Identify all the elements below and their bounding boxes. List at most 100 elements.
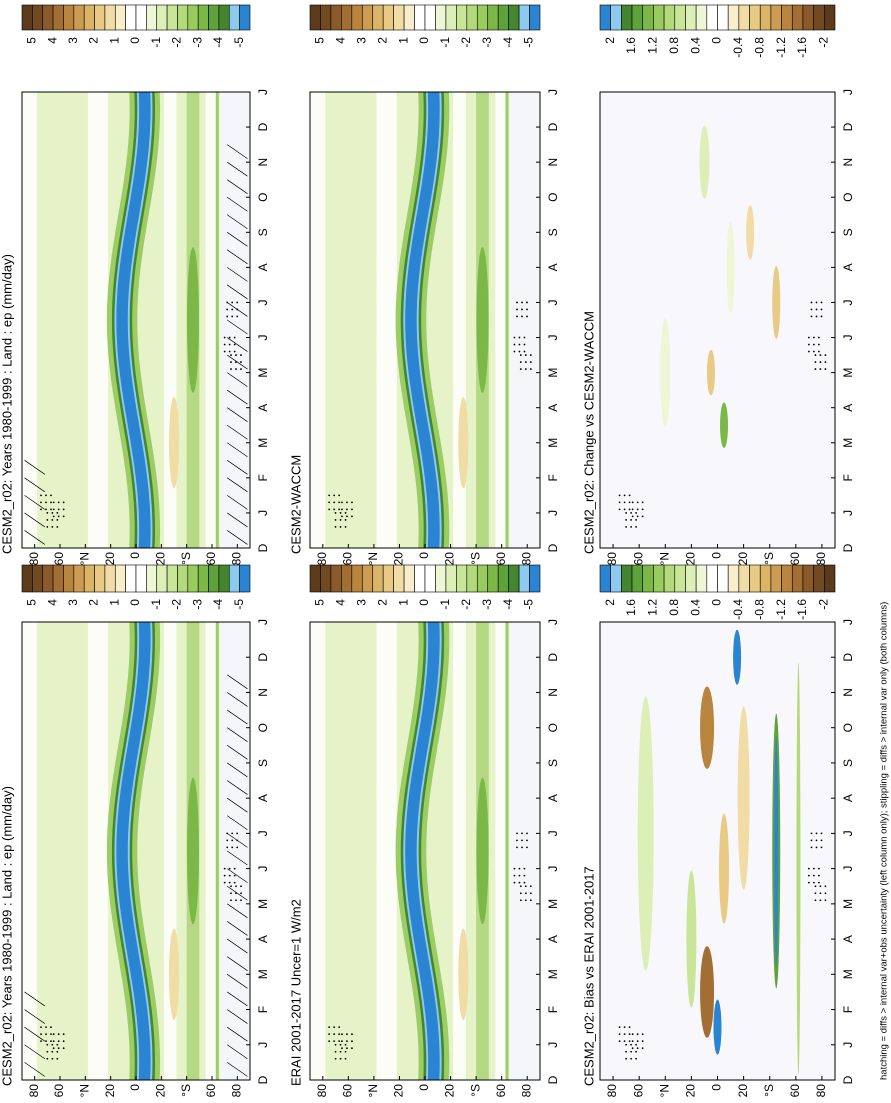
colorbar-label: 0.4 [688, 37, 702, 54]
month-label: J [841, 299, 855, 305]
stipple [625, 1050, 628, 1053]
field-patch [686, 870, 697, 1008]
colorbar-box [621, 4, 633, 31]
colorbar-label: 1.2 [646, 599, 660, 616]
stipple [233, 874, 236, 877]
panel-title: CESM2_r02: Years 1980-1999 : Land : ep (… [0, 786, 14, 1086]
stipple [339, 1050, 342, 1053]
colorbar-label: -5 [232, 599, 246, 610]
stipple [526, 839, 528, 842]
month-label: D [841, 1075, 855, 1084]
month-label: O [546, 193, 560, 202]
colorbar-label: -1.2 [774, 599, 788, 620]
stipple [529, 361, 532, 363]
stipple [518, 874, 521, 877]
stipple [630, 512, 633, 514]
colorbar-box [824, 564, 836, 593]
stipple [333, 508, 336, 511]
stipple [228, 881, 231, 884]
month-label: J [256, 866, 270, 872]
stipple [641, 1047, 644, 1050]
colorbar-box [197, 564, 209, 593]
colorbar-label: -2 [170, 37, 184, 48]
lat-label: 80 [27, 1084, 41, 1098]
colorbar-box [749, 4, 761, 31]
colorbar-label: -5 [522, 599, 536, 610]
stipple [235, 899, 237, 902]
stipple [338, 494, 341, 497]
stipple [618, 1040, 621, 1043]
lat-label: 20 [154, 552, 168, 566]
colorbar-box [508, 564, 520, 593]
field-white [205, 92, 218, 548]
colorbar-box [727, 564, 740, 593]
stipple [339, 519, 342, 521]
colorbar-box [749, 564, 761, 593]
colorbar-label: 2 [375, 37, 389, 44]
stipple [817, 881, 820, 884]
month-label: D [841, 122, 855, 131]
stipple [226, 846, 229, 849]
itcz-band [395, 92, 450, 548]
month-label: M [546, 899, 560, 909]
colorbar-label: -5 [522, 37, 536, 48]
lat-label: °S [179, 1084, 193, 1097]
stipple [641, 1033, 644, 1036]
stipple [817, 336, 820, 339]
hatch [227, 144, 248, 159]
stipple [56, 1043, 59, 1046]
field-green [187, 247, 199, 393]
month-label: F [256, 474, 270, 481]
colorbar-label: -5 [232, 37, 246, 48]
hatch [227, 885, 248, 901]
colorbar-label: 1 [107, 37, 121, 44]
stipple [519, 892, 522, 895]
stipple [814, 885, 817, 888]
field-patch [726, 221, 735, 313]
field-polar [509, 92, 540, 548]
stipple [51, 1050, 54, 1053]
month-label: A [841, 794, 855, 802]
colorbar-box [706, 564, 718, 593]
hatch [227, 903, 248, 919]
stipple [46, 526, 49, 528]
stipple [45, 501, 47, 504]
stipple [230, 361, 232, 363]
stipple [62, 1033, 65, 1036]
lat-label: 60 [631, 552, 645, 566]
stipple [516, 846, 518, 849]
stipple [51, 1043, 54, 1046]
stipple [824, 354, 827, 356]
field-patch [660, 317, 671, 428]
stipple [519, 885, 522, 888]
month-label: J [256, 299, 270, 305]
stipple [240, 368, 242, 370]
stipple [516, 301, 518, 304]
hatch [227, 797, 248, 813]
colorbar-box [330, 4, 342, 31]
month-label: J [841, 619, 855, 625]
stipple [52, 1040, 55, 1043]
colorbar-box [187, 564, 199, 593]
month-label: A [546, 794, 560, 802]
colorbar-label: 0 [128, 37, 142, 44]
stipple [51, 526, 54, 528]
contour-field [310, 622, 540, 1080]
stipple [618, 1026, 621, 1029]
stipple [338, 1040, 341, 1043]
month-label: N [841, 158, 855, 167]
stipple [46, 1050, 49, 1053]
colorbar-label: 3 [354, 37, 368, 44]
stipple [40, 1040, 42, 1043]
month-label: M [841, 899, 855, 909]
lat-label: 60 [494, 552, 508, 566]
stipple [334, 1043, 337, 1046]
lat-label: 60 [341, 1084, 355, 1098]
stipple [618, 508, 621, 511]
hatch [227, 161, 248, 177]
colorbar-box [695, 4, 708, 31]
colorbar-box [393, 4, 405, 31]
month-label: S [546, 759, 560, 767]
hatch [227, 709, 248, 725]
hatch [227, 921, 248, 936]
